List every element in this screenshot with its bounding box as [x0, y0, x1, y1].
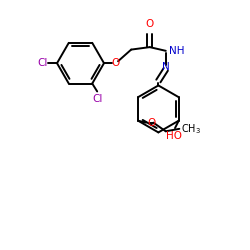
Text: O: O — [146, 19, 154, 29]
Text: N: N — [162, 62, 170, 72]
Text: NH: NH — [169, 46, 184, 56]
Text: CH$_3$: CH$_3$ — [180, 122, 201, 136]
Text: O: O — [111, 58, 119, 68]
Text: O: O — [148, 118, 156, 128]
Text: Cl: Cl — [92, 94, 103, 104]
Text: Cl: Cl — [37, 58, 48, 68]
Text: HO: HO — [166, 131, 182, 141]
